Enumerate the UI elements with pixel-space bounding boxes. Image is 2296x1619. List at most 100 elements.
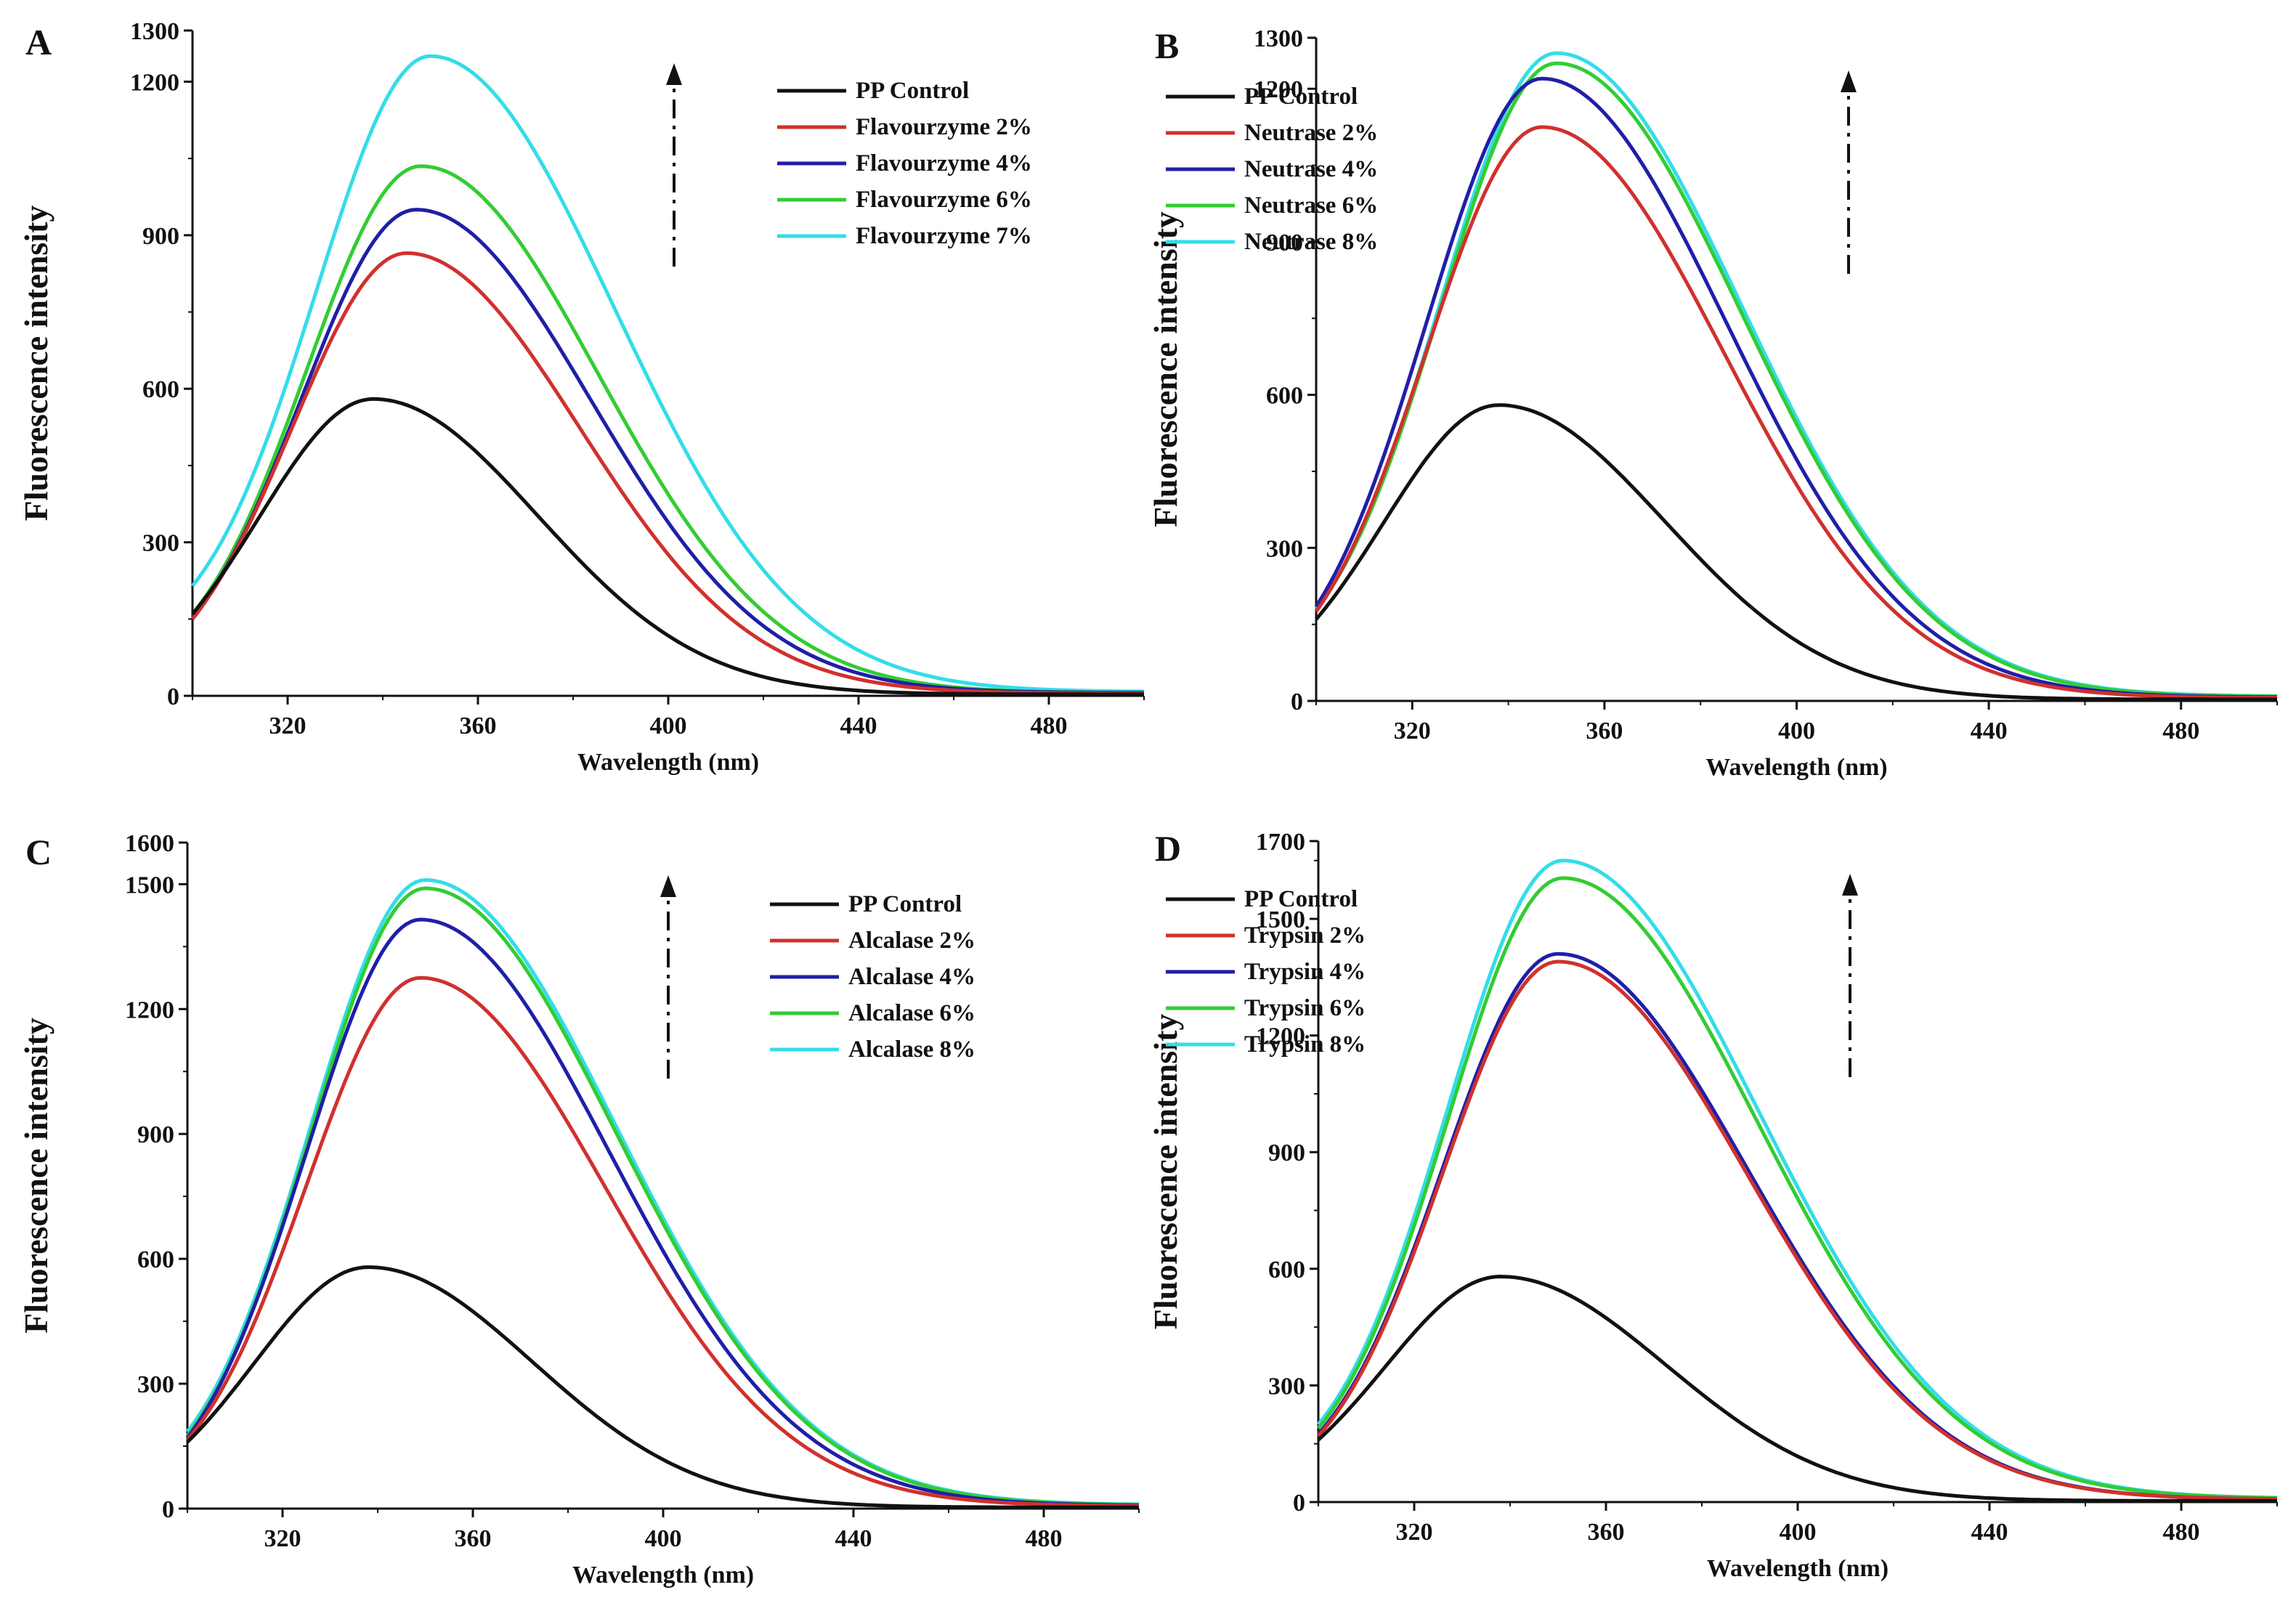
series-line-treatment-1 [191, 251, 1144, 695]
legend-label: Alcalase 6% [848, 1000, 975, 1026]
y-tick-label: 1700 [1256, 829, 1305, 856]
series-line-treatment-1 [1314, 125, 2278, 700]
y-tick-label: 600 [137, 1246, 174, 1273]
x-tick-label: 480 [1031, 713, 1068, 739]
legend-label: Trypsin 4% [1244, 959, 1366, 985]
y-tick-label: 0 [1293, 1490, 1305, 1517]
legend-label: Alcalase 8% [848, 1036, 975, 1063]
series-line-treatment-4 [191, 54, 1144, 694]
x-tick-label: 360 [455, 1525, 492, 1552]
panel-letter: C [25, 832, 52, 872]
y-tick-label: 300 [142, 530, 179, 557]
series-line-treatment-4 [1317, 859, 2278, 1500]
series-line-treatment-4 [186, 878, 1140, 1506]
y-tick-label: 300 [137, 1371, 174, 1398]
x-tick-label: 320 [1394, 718, 1431, 744]
series-line-treatment-2 [1317, 951, 2277, 1501]
legend-label: Trypsin 6% [1244, 995, 1366, 1021]
y-tick-label: 1200 [130, 69, 179, 96]
x-tick-label: 320 [269, 713, 307, 739]
y-tick-label: 1200 [1256, 1023, 1305, 1050]
legend-label: Neutrase 4% [1244, 156, 1378, 182]
x-tick-label: 320 [1396, 1519, 1433, 1546]
x-axis-title: Wavelength (nm) [1707, 1555, 1889, 1582]
legend-label: PP Control [1244, 84, 1358, 110]
series-line-control [186, 1265, 1139, 1509]
panel-letter: D [1155, 828, 1181, 869]
series-line-treatment-2 [1314, 76, 2277, 699]
x-tick-label: 440 [835, 1525, 872, 1552]
legend-label: Trypsin 2% [1244, 922, 1366, 949]
legend-label: PP Control [856, 78, 969, 104]
y-tick-label: 1600 [125, 830, 174, 857]
legend-label: Flavourzyme 2% [856, 114, 1032, 140]
y-tick-label: 1300 [130, 18, 179, 45]
y-tick-label: 300 [1268, 1373, 1305, 1400]
y-axis-title: Fluorescence intensity [17, 206, 54, 522]
y-tick-label: 0 [162, 1496, 174, 1523]
x-axis-title: Wavelength (nm) [1705, 754, 1887, 781]
panel-letter: B [1155, 25, 1179, 66]
y-tick-label: 1300 [1254, 25, 1303, 52]
y-axis-title: Fluorescence intensity [17, 1018, 54, 1334]
y-tick-label: 0 [1291, 689, 1303, 715]
y-tick-label: 1200 [125, 997, 174, 1023]
series-line-treatment-2 [185, 917, 1139, 1507]
increase-arrow-head [666, 63, 682, 85]
chart-panel-c: C 0 300 600 900 1200 1500 1600 320 360 400 440 480 Wa… [17, 830, 1140, 1588]
increase-arrow-head [1842, 874, 1858, 896]
series-line-treatment-3 [1315, 61, 2277, 699]
x-tick-label: 360 [1586, 718, 1623, 744]
x-tick-label: 400 [1780, 1519, 1817, 1546]
legend-label: Trypsin 8% [1244, 1031, 1366, 1058]
x-tick-label: 440 [1971, 718, 2008, 744]
x-tick-label: 440 [1971, 1519, 2008, 1546]
legend-label: PP Control [848, 891, 962, 917]
series-line-treatment-1 [1317, 959, 2277, 1501]
y-tick-label: 1500 [125, 872, 174, 898]
y-tick-label: 600 [142, 376, 179, 403]
series-line-treatment-3 [1317, 876, 2278, 1500]
x-axis-title: Wavelength (nm) [577, 749, 759, 776]
chart-panel-d: D 0 300 600 900 1200 1500 1700 320 360 400 440 480 Wa… [1147, 828, 2278, 1582]
legend-label: Alcalase 4% [848, 964, 975, 990]
series-line-control [1315, 403, 2277, 702]
legend-label: Neutrase 8% [1244, 229, 1378, 255]
y-axis-title: Fluorescence intensity [1147, 1014, 1184, 1330]
y-tick-label: 900 [137, 1121, 174, 1148]
y-tick-label: 600 [1266, 383, 1303, 410]
x-axis-title: Wavelength (nm) [572, 1562, 754, 1588]
legend-label: Flavourzyme 6% [856, 187, 1032, 213]
series-line-control [1317, 1275, 2277, 1503]
series-line-treatment-3 [186, 886, 1140, 1507]
series-line-treatment-1 [186, 975, 1139, 1508]
y-tick-label: 900 [1266, 230, 1303, 256]
legend-label: Flavourzyme 4% [856, 150, 1032, 176]
x-tick-label: 400 [1778, 718, 1815, 744]
legend-label: Neutrase 2% [1244, 120, 1378, 146]
y-axis-title: Fluorescence intensity [1147, 211, 1184, 527]
x-tick-label: 320 [264, 1525, 301, 1552]
y-tick-label: 900 [1268, 1140, 1305, 1166]
increase-arrow-head [1841, 70, 1857, 92]
panel-letter: A [25, 22, 52, 62]
x-tick-label: 480 [1026, 1525, 1063, 1552]
chart-panel-b: B 0 300 600 900 1200 1300 320 360 400 440 480 Wavele… [1147, 25, 2278, 781]
x-tick-label: 400 [650, 713, 687, 739]
increase-arrow-head [660, 875, 676, 897]
y-tick-label: 1500 [1256, 906, 1305, 933]
series-line-treatment-2 [191, 208, 1145, 695]
chart-panel-a: A 0 300 600 900 1200 1300 320 360 400 440 480 Wavele… [17, 18, 1145, 776]
legend-label: Flavourzyme 7% [856, 223, 1032, 249]
y-tick-label: 0 [167, 683, 179, 710]
legend-label: Neutrase 6% [1244, 192, 1378, 219]
x-tick-label: 360 [460, 713, 497, 739]
x-tick-label: 480 [2163, 1519, 2200, 1546]
x-tick-label: 440 [840, 713, 877, 739]
series-line-control [191, 397, 1144, 697]
legend-label: PP Control [1244, 886, 1358, 912]
y-tick-label: 900 [142, 223, 179, 250]
y-tick-label: 1200 [1254, 76, 1303, 103]
x-tick-label: 480 [2162, 718, 2199, 744]
